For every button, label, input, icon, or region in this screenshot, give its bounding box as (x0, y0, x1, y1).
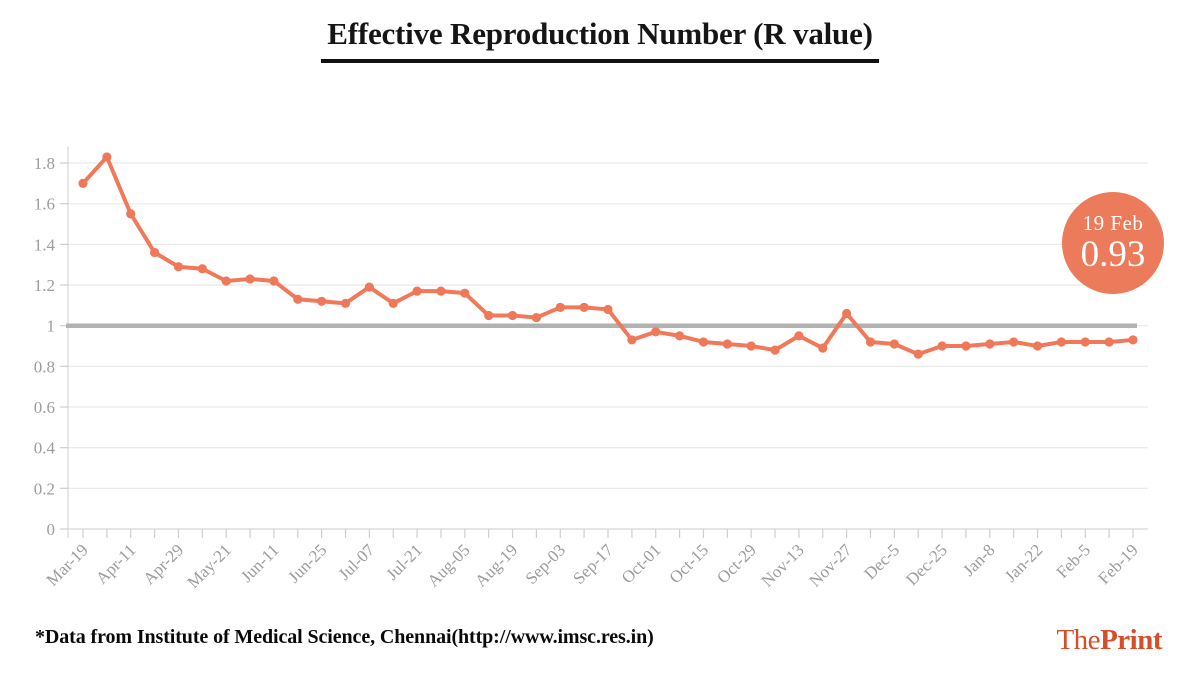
svg-text:Mar-19: Mar-19 (43, 540, 92, 589)
svg-text:Apr-29: Apr-29 (139, 540, 187, 588)
svg-text:Oct-15: Oct-15 (665, 540, 712, 587)
svg-text:1.6: 1.6 (34, 195, 55, 214)
svg-text:Dec-5: Dec-5 (860, 540, 903, 583)
svg-text:Feb-19: Feb-19 (1094, 540, 1141, 587)
svg-text:1.4: 1.4 (34, 235, 56, 254)
badge-date: 19 Feb (1082, 210, 1144, 235)
chart-header: Effective Reproduction Number (R value) (0, 16, 1200, 63)
latest-value-badge: 19 Feb 0.93 (1062, 192, 1164, 294)
svg-text:Jun-25: Jun-25 (284, 540, 330, 586)
svg-text:Oct-29: Oct-29 (713, 540, 760, 587)
logo-text-the: The (1056, 624, 1101, 656)
svg-text:May-21: May-21 (184, 540, 235, 591)
svg-text:0.2: 0.2 (34, 479, 55, 498)
badge-value: 0.93 (1080, 233, 1146, 275)
svg-text:0: 0 (47, 520, 56, 539)
svg-text:Aug-19: Aug-19 (471, 540, 521, 590)
svg-text:Sep-03: Sep-03 (522, 540, 569, 587)
svg-text:Jul-07: Jul-07 (335, 540, 379, 584)
svg-text:1: 1 (47, 317, 56, 336)
logo-text-print: Print (1100, 624, 1162, 656)
svg-text:Jul-21: Jul-21 (382, 540, 425, 583)
svg-text:1.2: 1.2 (34, 276, 55, 295)
svg-text:Sep-17: Sep-17 (569, 540, 617, 588)
svg-text:1.8: 1.8 (34, 154, 55, 173)
svg-text:Apr-11: Apr-11 (92, 540, 139, 587)
svg-text:Jan-22: Jan-22 (1001, 540, 1046, 585)
page-title: Effective Reproduction Number (R value) (321, 16, 879, 63)
svg-text:0.4: 0.4 (34, 439, 56, 458)
svg-text:0.8: 0.8 (34, 357, 55, 376)
svg-text:Aug-05: Aug-05 (423, 540, 473, 590)
svg-text:0.6: 0.6 (34, 398, 55, 417)
svg-text:Feb-5: Feb-5 (1053, 540, 1094, 581)
svg-text:Dec-25: Dec-25 (902, 540, 951, 589)
data-source-note: *Data from Institute of Medical Science,… (35, 626, 654, 648)
svg-text:Oct-01: Oct-01 (618, 540, 665, 587)
svg-text:Jun-11: Jun-11 (237, 540, 283, 586)
svg-text:Jan-8: Jan-8 (959, 540, 998, 579)
theprint-logo: ThePrint (1056, 624, 1162, 657)
svg-text:Nov-13: Nov-13 (758, 540, 808, 590)
svg-text:Nov-27: Nov-27 (805, 540, 856, 591)
